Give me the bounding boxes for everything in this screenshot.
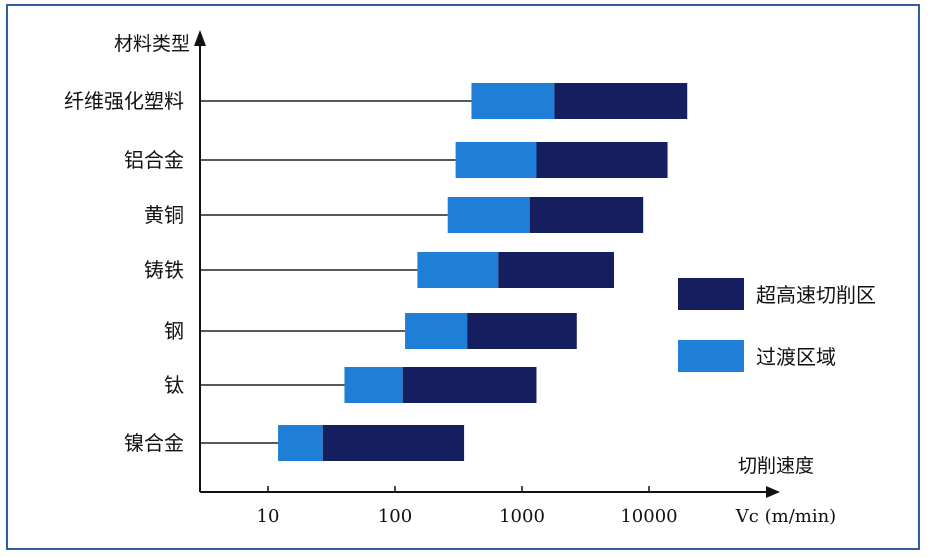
x-tick-label: 100	[378, 506, 412, 527]
bar-ultra-high-speed	[322, 425, 465, 461]
category-label: 黄铜	[144, 203, 184, 227]
bar-transition	[471, 83, 555, 119]
bar-ultra-high-speed	[467, 313, 577, 349]
x-tick-label: 10	[257, 506, 280, 527]
category-label: 镍合金	[124, 431, 184, 455]
category-label: 铝合金	[124, 148, 184, 172]
category-label: 纤维强化塑料	[64, 89, 184, 113]
legend-label-transition: 过渡区域	[756, 345, 836, 369]
x-unit-label: Vc (m/min)	[735, 506, 836, 527]
bar-transition	[344, 367, 403, 403]
category-label: 铸铁	[144, 258, 184, 282]
x-axis-arrow	[766, 486, 780, 498]
leader-lines	[200, 100, 472, 444]
x-axis-title: 切削速度	[738, 455, 814, 477]
axes	[194, 30, 780, 498]
x-ticks: 10 100 1000 10000	[257, 486, 678, 527]
x-tick-label: 1000	[499, 506, 545, 527]
legend: 超高速切削区 过渡区域	[678, 278, 876, 372]
bar-ultra-high-speed	[536, 142, 668, 178]
bar-ultra-high-speed	[554, 83, 688, 119]
bar-transition	[278, 425, 323, 461]
category-label: 钢	[164, 319, 184, 343]
x-tick-label: 10000	[620, 506, 677, 527]
bar-ultra-high-speed	[498, 252, 614, 288]
legend-label-ultra-high-speed: 超高速切削区	[756, 283, 876, 307]
legend-swatch-transition	[678, 340, 744, 372]
bar-ultra-high-speed	[402, 367, 537, 403]
bar-transition	[417, 252, 499, 288]
bar-ultra-high-speed	[529, 197, 644, 233]
bar-transition	[405, 313, 468, 349]
bar-transition	[447, 197, 530, 233]
bar-transition	[455, 142, 537, 178]
y-axis-arrow	[194, 30, 206, 46]
category-label: 钛	[164, 373, 184, 397]
legend-swatch-ultra-high-speed	[678, 278, 744, 310]
bars	[278, 83, 688, 461]
y-axis-title: 材料类型	[114, 33, 190, 55]
